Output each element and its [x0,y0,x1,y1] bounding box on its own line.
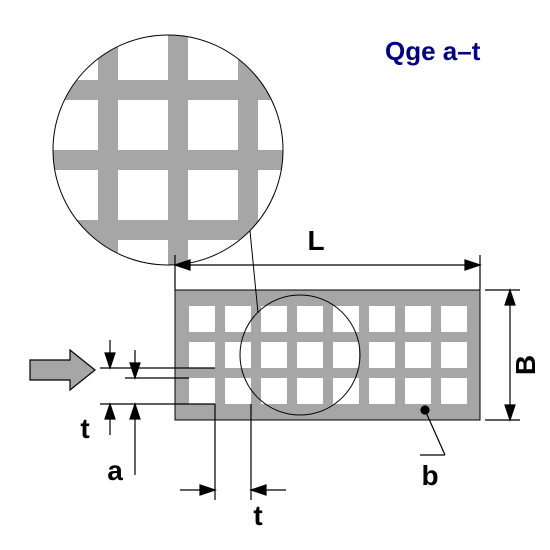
magnifier [48,30,308,290]
label-b: b [421,460,438,491]
diagram: Qge a–t [0,0,550,550]
plate [175,290,480,420]
label-a: a [107,455,123,486]
label-L: L [307,225,324,256]
label-B: B [510,355,541,375]
label-t-bottom: t [253,500,262,531]
flow-arrow [30,350,95,390]
label-t-left: t [80,413,89,444]
dim-L [175,255,480,290]
title-text: Qge a–t [385,36,481,66]
